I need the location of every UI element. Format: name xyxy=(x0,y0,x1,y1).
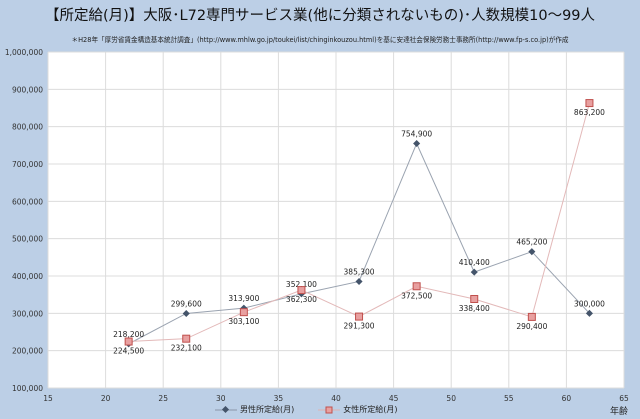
female-point xyxy=(412,282,421,291)
data-label: 362,300 xyxy=(286,295,317,304)
x-tick-label: 40 xyxy=(331,394,341,403)
data-label: 303,100 xyxy=(228,317,259,326)
data-label: 338,400 xyxy=(459,304,490,313)
x-tick-label: 60 xyxy=(562,394,572,403)
legend-female-label: 女性所定給(月) xyxy=(343,405,398,414)
data-label: 754,900 xyxy=(401,130,432,139)
y-tick-label: 1,000,000 xyxy=(5,48,43,57)
data-label: 299,600 xyxy=(171,299,202,308)
y-tick-label: 800,000 xyxy=(12,123,43,132)
data-label: 372,500 xyxy=(401,291,432,300)
female-point xyxy=(527,312,536,321)
female-point xyxy=(470,294,479,303)
y-tick-label: 900,000 xyxy=(12,85,43,94)
female-point xyxy=(182,334,191,343)
x-tick-label: 50 xyxy=(446,394,456,403)
x-axis-label: 年齢 xyxy=(609,407,628,417)
x-tick-label: 20 xyxy=(101,394,111,403)
data-label: 218,200 xyxy=(113,330,144,339)
data-label: 224,500 xyxy=(113,347,144,356)
data-label: 352,100 xyxy=(286,280,317,289)
data-label: 385,300 xyxy=(344,267,375,276)
y-tick-label: 100,000 xyxy=(12,384,43,393)
female-point xyxy=(355,312,364,321)
data-label: 465,200 xyxy=(516,238,547,247)
x-tick-label: 35 xyxy=(274,394,284,403)
data-label: 290,400 xyxy=(516,322,547,331)
y-tick-label: 400,000 xyxy=(12,272,43,281)
female-point xyxy=(585,99,594,108)
legend-female: 女性所定給(月) xyxy=(318,404,398,415)
data-label: 863,200 xyxy=(574,108,605,117)
x-tick-label: 15 xyxy=(43,394,53,403)
x-tick-label: 65 xyxy=(619,394,629,403)
data-label: 232,100 xyxy=(171,344,202,353)
male-point xyxy=(470,268,478,276)
legend-male: 男性所定給(月) xyxy=(215,404,294,415)
y-tick-label: 200,000 xyxy=(12,347,43,356)
x-tick-label: 55 xyxy=(504,394,514,403)
female-point xyxy=(297,286,306,295)
chart-subtitle: ＊H28年「厚労省賃金構造基本統計調査」(http://www.mhlw.go.… xyxy=(71,36,569,44)
male-point xyxy=(182,309,190,318)
y-tick-label: 600,000 xyxy=(12,197,43,206)
y-tick-label: 700,000 xyxy=(12,160,43,169)
chart-title: 【所定給(月)】大阪･L72専門サービス業(他に分類されないもの)･人数規模10… xyxy=(44,8,596,24)
male-point xyxy=(355,277,363,286)
data-label: 300,000 xyxy=(574,299,605,308)
female-point xyxy=(124,337,133,346)
legend: 男性所定給(月) 女性所定給(月) xyxy=(215,404,398,415)
male-point xyxy=(413,139,421,148)
data-label: 313,900 xyxy=(228,294,259,303)
y-tick-label: 500,000 xyxy=(12,235,43,244)
male-point xyxy=(585,309,593,317)
male-point xyxy=(528,248,536,256)
x-tick-label: 45 xyxy=(389,394,399,403)
legend-male-label: 男性所定給(月) xyxy=(240,405,295,414)
female-point xyxy=(239,308,248,317)
x-tick-label: 25 xyxy=(158,394,168,403)
x-tick-label: 30 xyxy=(216,394,226,403)
y-tick-label: 300,000 xyxy=(12,309,43,318)
data-label: 291,300 xyxy=(344,322,375,331)
data-label: 410,400 xyxy=(459,258,490,267)
